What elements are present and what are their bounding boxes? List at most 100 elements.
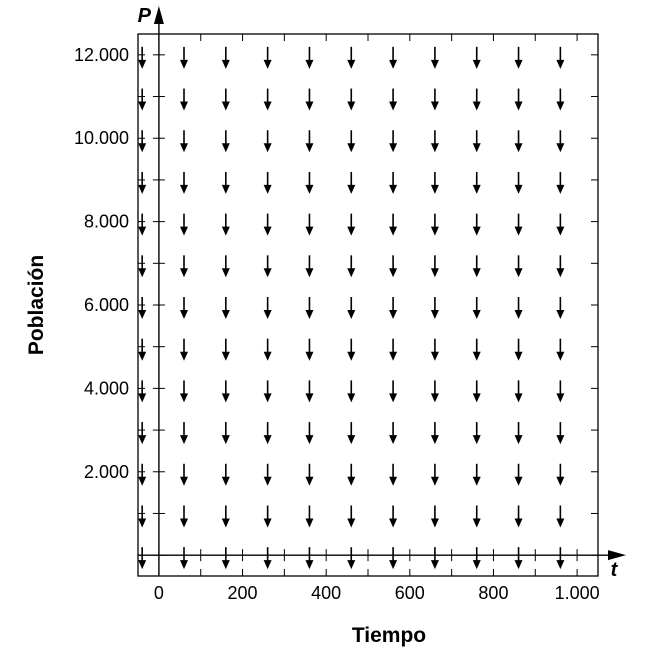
x-axis-title: Tiempo bbox=[352, 624, 426, 647]
arrow-head bbox=[430, 393, 439, 403]
arrow-head bbox=[389, 268, 398, 278]
direction-arrow bbox=[305, 297, 314, 319]
arrow-head bbox=[556, 184, 565, 194]
direction-arrow bbox=[430, 505, 439, 528]
arrow-head bbox=[472, 351, 481, 361]
direction-arrow bbox=[389, 505, 398, 528]
direction-arrow bbox=[138, 88, 147, 111]
arrow-head bbox=[556, 59, 565, 69]
arrow-head bbox=[138, 560, 147, 570]
arrow-head bbox=[389, 393, 398, 403]
direction-arrow bbox=[221, 297, 230, 319]
x-axis-variable: t bbox=[611, 559, 619, 581]
direction-arrow bbox=[514, 505, 523, 528]
arrow-head bbox=[389, 310, 398, 319]
y-axis-variable: P bbox=[138, 5, 152, 27]
direction-arrow bbox=[347, 130, 356, 153]
arrow-head bbox=[305, 476, 314, 486]
arrow-head bbox=[347, 351, 356, 361]
direction-arrow bbox=[347, 463, 356, 486]
direction-arrow bbox=[472, 505, 481, 528]
arrow-head bbox=[430, 560, 439, 570]
direction-arrow bbox=[138, 422, 147, 445]
x-tick-label: 600 bbox=[395, 583, 425, 603]
direction-arrow bbox=[472, 463, 481, 486]
direction-arrow bbox=[472, 171, 481, 194]
arrow-head bbox=[305, 560, 314, 570]
arrow-head bbox=[263, 518, 272, 528]
arrow-head bbox=[305, 184, 314, 194]
arrow-head bbox=[138, 59, 147, 69]
direction-arrow bbox=[263, 338, 272, 361]
arrow-head bbox=[347, 476, 356, 486]
arrow-head bbox=[514, 351, 523, 361]
arrow-head bbox=[221, 226, 230, 236]
direction-arrow bbox=[472, 547, 481, 570]
direction-arrow bbox=[389, 46, 398, 69]
arrow-head bbox=[430, 435, 439, 445]
arrow-head bbox=[180, 226, 188, 236]
direction-arrow bbox=[514, 463, 523, 486]
arrow-head bbox=[263, 310, 272, 319]
arrow-head bbox=[138, 476, 147, 486]
arrow-head bbox=[180, 143, 188, 153]
direction-arrow bbox=[472, 422, 481, 445]
direction-arrow bbox=[472, 130, 481, 153]
direction-arrow bbox=[514, 171, 523, 194]
direction-arrow bbox=[221, 46, 230, 69]
direction-arrow bbox=[138, 130, 147, 153]
arrow-head bbox=[305, 143, 314, 153]
arrow-head bbox=[389, 59, 398, 69]
direction-arrow bbox=[263, 422, 272, 445]
direction-arrow bbox=[305, 463, 314, 486]
direction-arrow bbox=[430, 88, 439, 111]
direction-arrow bbox=[347, 46, 356, 69]
arrow-head bbox=[556, 476, 565, 486]
y-tick-label: 4.000 bbox=[84, 378, 129, 398]
direction-arrow bbox=[347, 213, 356, 236]
direction-arrow bbox=[556, 130, 565, 153]
arrow-head bbox=[180, 184, 188, 194]
arrow-head bbox=[263, 226, 272, 236]
arrow-head bbox=[430, 268, 439, 278]
direction-arrow bbox=[305, 255, 314, 278]
arrow-head bbox=[430, 310, 439, 319]
direction-arrow bbox=[556, 338, 565, 361]
direction-arrow bbox=[180, 297, 188, 319]
direction-arrow bbox=[430, 463, 439, 486]
direction-arrow bbox=[430, 130, 439, 153]
arrow-head bbox=[389, 101, 398, 111]
arrow-head bbox=[556, 226, 565, 236]
arrow-head bbox=[430, 101, 439, 111]
direction-arrow bbox=[221, 171, 230, 194]
direction-arrow bbox=[138, 213, 147, 236]
direction-arrow bbox=[556, 171, 565, 194]
direction-arrow bbox=[430, 547, 439, 570]
arrow-head bbox=[514, 59, 523, 69]
arrow-head bbox=[305, 101, 314, 111]
direction-arrow bbox=[389, 463, 398, 486]
arrow-head bbox=[305, 310, 314, 319]
direction-arrow bbox=[389, 297, 398, 319]
arrow-head bbox=[472, 393, 481, 403]
direction-arrow bbox=[221, 88, 230, 111]
t-axis-arrow bbox=[608, 550, 626, 561]
arrow-head bbox=[138, 351, 147, 361]
arrow-head bbox=[430, 476, 439, 486]
direction-arrow bbox=[389, 380, 398, 403]
x-tick-label: 800 bbox=[478, 583, 508, 603]
direction-arrow bbox=[514, 255, 523, 278]
arrow-head bbox=[180, 560, 188, 570]
arrow-head bbox=[347, 560, 356, 570]
arrow-head bbox=[514, 560, 523, 570]
direction-arrow bbox=[305, 213, 314, 236]
direction-arrow bbox=[514, 213, 523, 236]
arrow-head bbox=[472, 268, 481, 278]
arrow-head bbox=[138, 393, 147, 403]
direction-arrow bbox=[138, 171, 147, 194]
direction-arrow bbox=[263, 88, 272, 111]
y-tick-label: 6.000 bbox=[84, 295, 129, 315]
arrow-head bbox=[514, 143, 523, 153]
x-tick-label: 0 bbox=[154, 583, 164, 603]
